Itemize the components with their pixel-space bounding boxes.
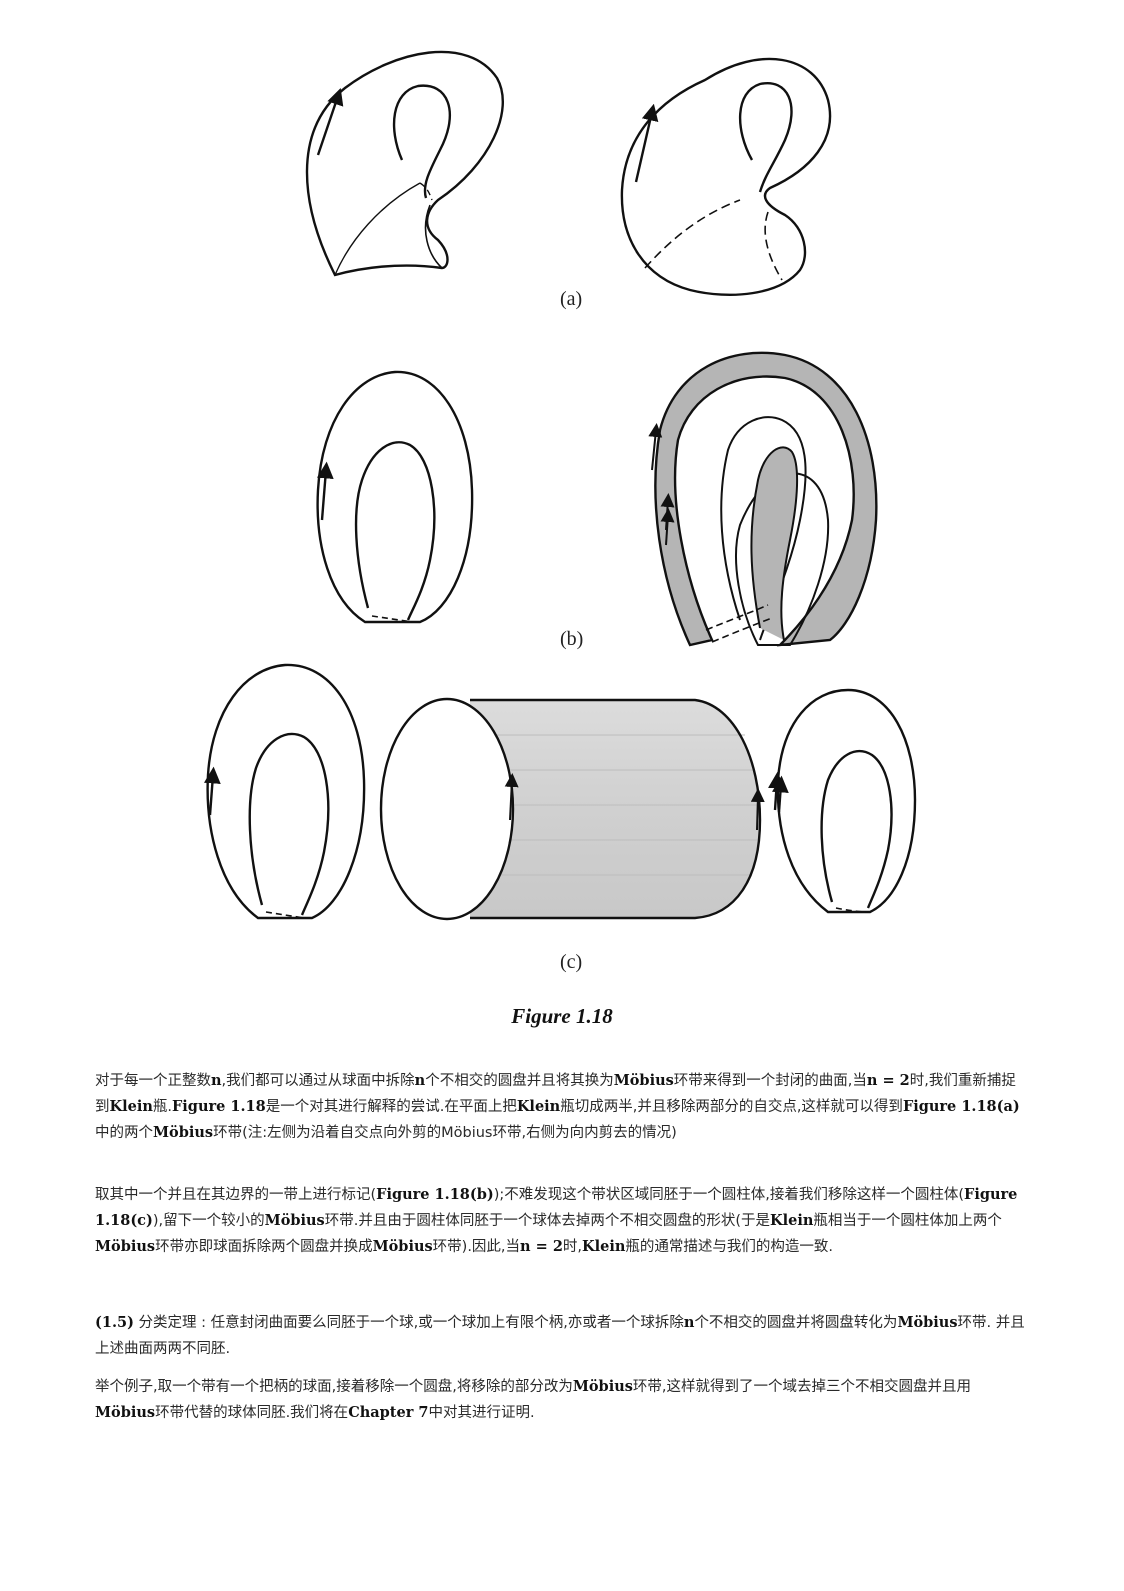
text-segment: ,我们都可以通过从球面中拆除 [221,1073,415,1089]
text-segment: 举个例子,取一个带有一个把柄的球面,接着移除一个圆盘,将移除的部分改为 [95,1379,573,1395]
emphasized-term: (1.5) [95,1314,134,1331]
text-segment: 环带(注:左侧为沿着自交点向外剪的 [213,1125,442,1141]
emphasized-term: Klein [516,1098,561,1115]
text-segment: 瓶切成两半,并且移除两部分的自交点,这样就可以得到 [560,1099,903,1115]
text-segment: 分类定理 : 任意封闭曲面要么同胚于一个球,或一个球加上有限个柄,亦或者一个球拆… [133,1315,684,1331]
panel-a-left-mobius [305,50,504,277]
emphasized-term: n = 2 [866,1072,910,1089]
text-segment: Möbius [441,1125,493,1141]
text-segment: 时,我们重新捕捉到 [95,1073,1016,1115]
text-segment: 中的两个 [95,1125,153,1141]
emphasized-term: Möbius [572,1378,633,1395]
panel-a-right-klein-bottle [620,57,832,297]
emphasized-term: Möbius [264,1212,325,1229]
text-segment: 环带. 并且上述曲面两两不同胚. [95,1315,1025,1357]
paragraph-4: 举个例子,取一个带有一个把柄的球面,接着移除一个圆盘,将移除的部分改为Möbiu… [95,1374,1025,1426]
emphasized-term: Figure 1.18(b) [376,1186,494,1203]
text-segment: 环带.并且由于圆柱体同胚于一个球体去掉两个不相交圆盘的形状(于是 [324,1213,770,1229]
paragraph-3-classification-theorem: (1.5) 分类定理 : 任意封闭曲面要么同胚于一个球,或一个球加上有限个柄,亦… [95,1310,1025,1362]
text-segment: 环带代替的球体同胚.我们将在 [155,1405,349,1421]
emphasized-term: n = 2 [520,1238,563,1255]
text-segment: 个不相交的圆盘并且将其换为 [425,1073,614,1089]
panel-label-c: (c) [560,951,583,973]
emphasized-term: Klein [109,1098,153,1115]
panel-b-right-marked-band [648,351,878,647]
text-segment: 瓶相当于一个圆柱体加上两个 [813,1213,1002,1229]
emphasized-term: Klein [582,1238,626,1255]
emphasized-term: Möbius [95,1238,156,1255]
emphasized-term: Möbius [372,1238,433,1255]
text-segment: 瓶. [152,1099,172,1115]
emphasized-term: Klein [769,1212,814,1229]
text-segment: 取其中一个并且在其边界的一带上进行标记( [95,1187,377,1203]
panel-label-a: (a) [560,288,583,310]
emphasized-term: n [211,1072,222,1089]
emphasized-term: n [683,1314,695,1331]
text-segment: 时, [562,1239,583,1255]
paragraph-2: 取其中一个并且在其边界的一带上进行标记(Figure 1.18(b));不难发现… [95,1182,1025,1260]
emphasized-term: Figure 1.18(c) [95,1186,1018,1229]
text-segment: 对于每一个正整数 [95,1073,211,1089]
emphasized-term: n [414,1072,426,1089]
text-segment: 环带,这样就得到了一个域去掉三个不相交圆盘并且用 [632,1379,972,1395]
figure-1-18-illustration [203,50,917,921]
panel-b-left-mobius [316,370,474,624]
text-segment: );不难发现这个带状区域同胚于一个圆柱体,接着我们移除这样一个圆柱体( [493,1187,965,1203]
emphasized-term: Möbius [613,1072,674,1089]
text-segment: 中对其进行证明. [428,1405,535,1421]
panel-c-right-mobius [768,688,917,914]
emphasized-term: Möbius [897,1314,958,1331]
emphasized-term: Möbius [153,1124,214,1141]
text-segment: 瓶的通常描述与我们的构造一致. [625,1239,834,1255]
emphasized-term: Möbius [95,1404,156,1421]
panel-c-cylinder [379,697,765,921]
figure-caption: Figure 1.18 [511,1004,613,1028]
text-segment: 环带来得到一个封闭的曲面,当 [673,1073,867,1089]
text-segment: 环带,右侧为向内剪去的情况) [492,1125,677,1141]
panel-label-b: (b) [560,628,584,650]
paragraph-1: 对于每一个正整数n,我们都可以通过从球面中拆除n个不相交的圆盘并且将其换为Möb… [95,1068,1025,1146]
text-segment: ),留下一个较小的 [152,1213,265,1229]
text-segment: 环带).因此,当 [432,1239,521,1255]
panel-c-left-mobius [203,663,366,920]
emphasized-term: Figure 1.18(a) [902,1098,1020,1115]
text-segment: 是一个对其进行解释的尝试.在平面上把 [265,1099,517,1115]
text-segment: 个不相交的圆盘并将圆盘转化为 [694,1315,898,1331]
emphasized-term: Chapter 7 [348,1404,429,1421]
emphasized-term: Figure 1.18 [172,1098,266,1115]
text-segment: 环带亦即球面拆除两个圆盘并换成 [155,1239,373,1255]
